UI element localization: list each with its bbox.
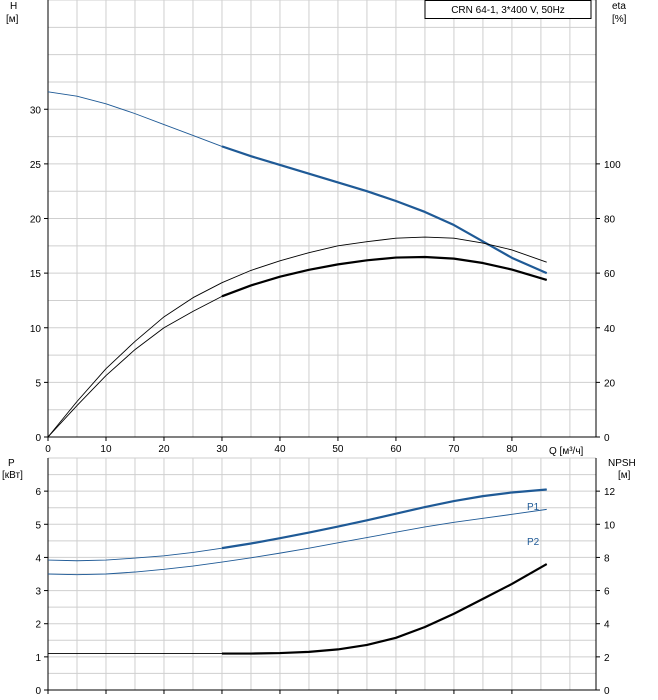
bottom-right-axis-label: NPSH: [608, 458, 636, 469]
left-tick-label: 0: [35, 686, 41, 697]
left-tick-label: 20: [30, 215, 42, 226]
x-axis-label: Q [м³/ч]: [549, 446, 584, 457]
bottom-right-axis-unit: [м]: [618, 470, 631, 481]
right-tick-label: 12: [604, 487, 616, 498]
top-left-axis-label: H: [10, 1, 17, 12]
right-tick-label: 0: [604, 433, 610, 444]
x-tick-label: 70: [448, 444, 460, 455]
grid-lines: [47, 0, 596, 691]
left-tick-label: 10: [30, 324, 42, 335]
right-tick-label: 8: [604, 553, 610, 564]
x-tick-label: 30: [216, 444, 228, 455]
right-tick-label: 2: [604, 653, 610, 664]
x-tick-label: 40: [274, 444, 286, 455]
left-tick-label: 5: [35, 378, 41, 389]
right-tick-label: 40: [604, 324, 616, 335]
top-left-axis-unit: [м]: [6, 14, 19, 25]
series-line-bold: [221, 145, 548, 275]
series-line-thin: [47, 236, 547, 438]
top-right-axis-label: eta: [612, 1, 626, 12]
left-tick-label: 25: [30, 160, 42, 171]
title-text: CRN 64-1, 3*400 V, 50Hz: [451, 5, 565, 16]
right-tick-label: 80: [604, 215, 616, 226]
series-line-bold: [221, 488, 547, 550]
left-tick-label: 5: [35, 520, 41, 531]
right-tick-label: 4: [604, 620, 610, 631]
left-tick-label: 4: [35, 553, 41, 564]
x-tick-label: 20: [158, 444, 170, 455]
left-tick-label: 2: [35, 620, 41, 631]
bottom-left-axis-label: P: [8, 458, 15, 469]
x-tick-label: 0: [45, 444, 51, 455]
left-tick-label: 15: [30, 269, 42, 280]
series-lines: [47, 91, 548, 655]
x-tick-label: 50: [332, 444, 344, 455]
right-tick-label: 0: [604, 686, 610, 697]
series-label-p2: P2: [527, 537, 540, 548]
left-tick-label: 3: [35, 587, 41, 598]
left-tick-label: 0: [35, 433, 41, 444]
x-tick-label: 60: [390, 444, 402, 455]
left-tick-label: 1: [35, 653, 41, 664]
right-tick-label: 10: [604, 520, 616, 531]
left-tick-label: 30: [30, 105, 42, 116]
axes: [44, 0, 600, 694]
x-tick-label: 80: [506, 444, 518, 455]
bottom-left-axis-unit: [кВт]: [2, 470, 23, 481]
title-box: CRN 64-1, 3*400 V, 50Hz: [424, 0, 592, 19]
series-line-bold: [221, 563, 548, 655]
top-right-axis-unit: [%]: [612, 14, 627, 25]
right-tick-label: 100: [604, 160, 621, 171]
x-tick-label: 10: [100, 444, 112, 455]
series-line-thin: [47, 508, 547, 576]
right-tick-label: 60: [604, 269, 616, 280]
series-label-p1: P1: [527, 502, 540, 513]
right-tick-label: 6: [604, 587, 610, 598]
right-tick-label: 20: [604, 378, 616, 389]
series-line-bold: [221, 255, 548, 298]
left-tick-label: 6: [35, 487, 41, 498]
